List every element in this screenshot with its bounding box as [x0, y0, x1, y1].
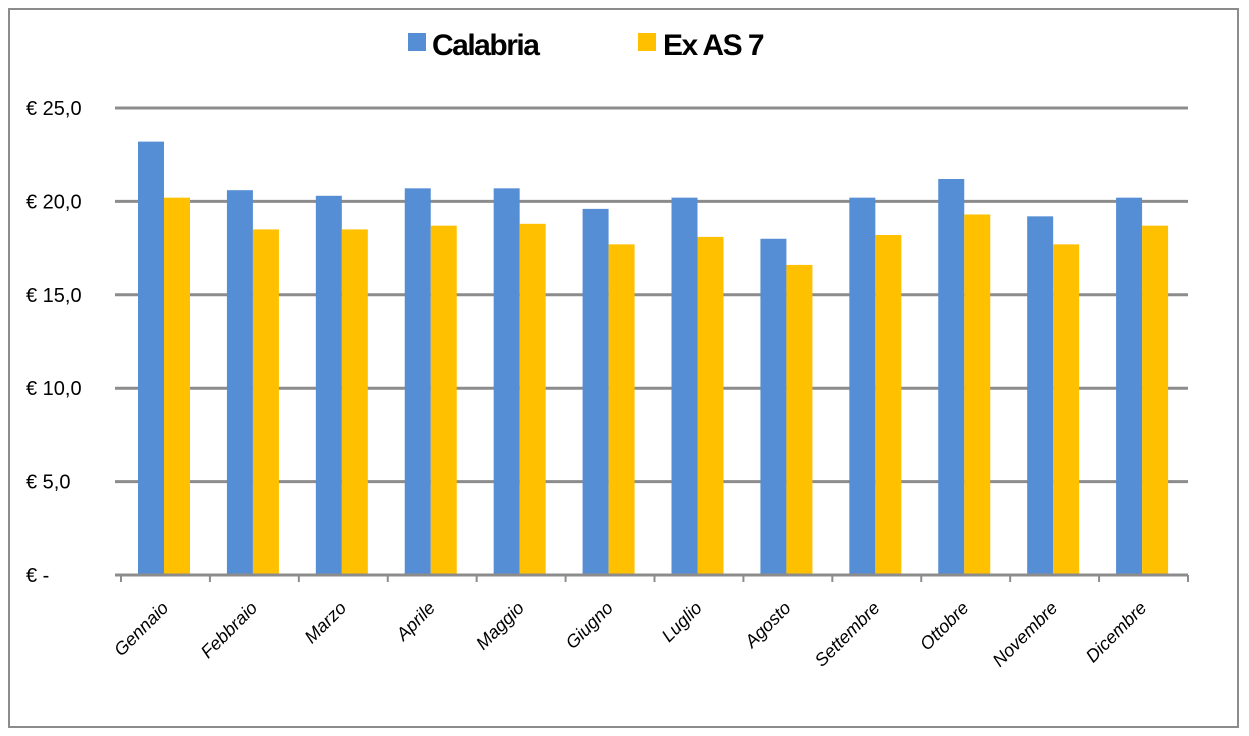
bar-calabria [1027, 216, 1054, 575]
bar-calabria [938, 178, 965, 575]
x-tick-labels: Gennaio Febbraio Marzo Aprile Maggio Giugno Lu… [110, 598, 1150, 671]
bar-ex-as-7 [786, 264, 813, 575]
x-tick-label: Agosto [740, 598, 794, 652]
bar-calabria [1116, 197, 1143, 575]
legend: Calabria Ex AS 7 [408, 29, 765, 62]
x-tick-label: Aprile [392, 598, 439, 645]
legend-swatch [408, 33, 426, 51]
bar-calabria [671, 197, 698, 575]
bar-ex-as-7 [341, 229, 368, 576]
bar-ex-as-7 [252, 229, 279, 576]
bar-ex-as-7 [430, 225, 457, 575]
y-tick-label: € 5,0 [26, 472, 70, 494]
legend-label: Calabria [432, 29, 540, 62]
bar-ex-as-7 [1142, 225, 1169, 575]
bar-ex-as-7 [1053, 244, 1080, 575]
bar-calabria [760, 238, 787, 575]
bar-ex-as-7 [519, 223, 546, 576]
bar-calabria [493, 188, 520, 575]
bar-calabria [315, 195, 342, 575]
x-tick-label: Giugno [562, 598, 617, 653]
x-tick-label: Marzo [301, 598, 351, 648]
bar-calabria [138, 141, 164, 575]
bar-ex-as-7 [608, 244, 635, 575]
legend-swatch [638, 33, 656, 51]
x-tick-label: Novembre [989, 598, 1062, 671]
x-tick-label: Maggio [472, 598, 528, 654]
gridlines [115, 106, 1188, 484]
x-tick-label: Gennaio [110, 598, 172, 660]
y-tick-label: € 15,0 [26, 285, 82, 307]
x-tick-label: Dicembre [1082, 598, 1151, 667]
x-tick-label: Luglio [658, 598, 706, 646]
bar-ex-as-7 [875, 235, 902, 576]
y-tick-label: € 10,0 [26, 378, 82, 400]
bar-ex-as-7 [164, 197, 190, 575]
bars [138, 141, 1169, 576]
y-tick-label: € 20,0 [26, 191, 82, 213]
x-tick-label: Febbraio [197, 598, 261, 662]
y-tick-label: € - [26, 565, 49, 587]
bar-calabria [849, 197, 876, 575]
x-tick-label: Ottobre [916, 598, 973, 655]
bar-ex-as-7 [697, 236, 724, 575]
y-tick-labels: € - € 5,0 € 10,0 € 15,0 € 20,0 € 25,0 [26, 98, 82, 587]
bar-calabria [226, 190, 253, 575]
legend-label: Ex AS 7 [663, 29, 764, 62]
bar-calabria [582, 208, 609, 575]
bar-ex-as-7 [964, 214, 991, 575]
y-tick-label: € 25,0 [26, 98, 82, 120]
x-axis [115, 573, 1189, 582]
bar-calabria [404, 188, 431, 575]
x-tick-label: Settembre [811, 598, 884, 671]
